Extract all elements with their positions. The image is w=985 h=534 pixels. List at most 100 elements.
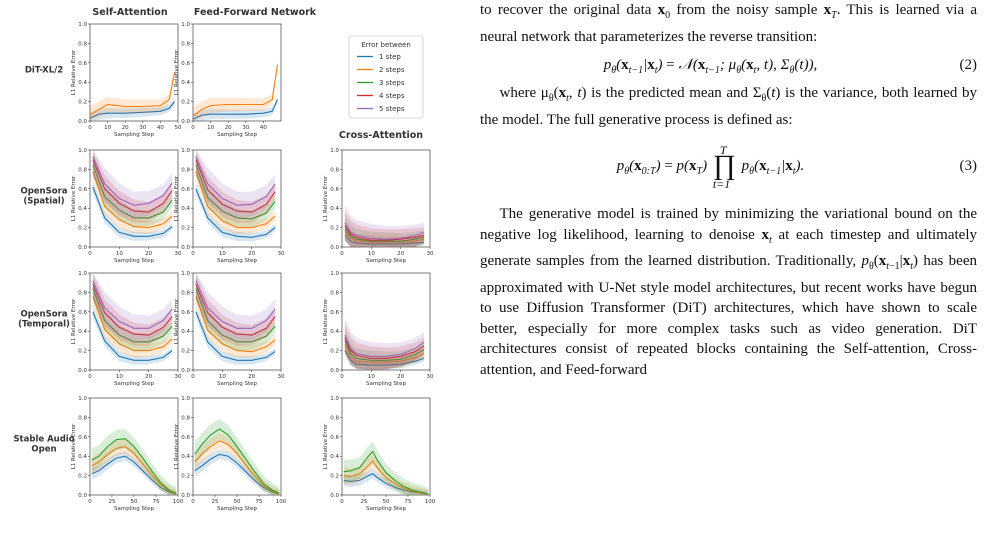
series-line [344, 344, 425, 363]
x-tick-label: 20 [248, 251, 255, 257]
paragraph-intro: to recover the original data x0 from the… [480, 2, 977, 45]
y-tick-label: 0.0 [181, 119, 190, 125]
y-tick-label: 0.2 [330, 474, 339, 480]
x-axis-label: Sampling Step [114, 258, 155, 264]
y-tick-label: 0.2 [181, 474, 190, 480]
legend-entry: 3 steps [379, 79, 405, 87]
series-line [92, 280, 173, 329]
y-tick-label: 0.2 [181, 100, 190, 106]
plot-frame [89, 272, 179, 371]
plot-frame [89, 149, 179, 248]
y-tick-label: 0.4 [181, 329, 190, 335]
y-tick-label: 0.2 [330, 226, 339, 232]
x-tick-label: 10 [368, 374, 375, 380]
series-band [92, 162, 173, 234]
x-tick-label: 10 [368, 251, 375, 257]
series-band [195, 273, 276, 342]
series-line [344, 231, 425, 243]
y-tick-label: 0.4 [330, 454, 339, 460]
x-tick-label: 0 [88, 125, 92, 131]
x-tick-label: 30 [278, 251, 285, 257]
x-tick-label: 0 [191, 374, 195, 380]
series-band [92, 273, 173, 342]
series-line [91, 455, 177, 495]
series-band [195, 152, 276, 228]
series-line [194, 453, 280, 495]
series-band [344, 216, 425, 247]
plot-frame [341, 397, 431, 496]
column-title: Self-Attention [92, 7, 167, 18]
x-tick-label: 40 [260, 125, 267, 131]
series-line [344, 228, 425, 242]
paragraph-mean-variance: where μθ(xt, t) is the predicted mean an… [480, 85, 978, 128]
x-tick-label: 20 [397, 251, 404, 257]
subplot: 0.0 0.2 0.4 0.6 0.8 1.0 0 25 50 75 100 Sampling Ste… [174, 396, 287, 512]
y-tick-label: 0.0 [330, 493, 339, 499]
x-axis-label: Sampling Step [114, 381, 155, 387]
y-axis-label: L1 Relative Error [323, 423, 329, 469]
paragraph-training: The generative model is trained by minim… [480, 206, 977, 378]
x-tick-label: 10 [116, 374, 123, 380]
y-axis-label: L1 Relative Error [71, 423, 77, 469]
y-tick-label: 0.6 [181, 310, 190, 316]
y-tick-label: 0.8 [78, 41, 87, 47]
series-band [90, 98, 175, 121]
y-tick-label: 0.4 [78, 454, 87, 460]
series-line [195, 156, 276, 206]
subplot: 0.0 0.2 0.4 0.6 0.8 1.0 0 10 20 30 Sampling Step L1… [323, 271, 434, 387]
series-line [344, 350, 425, 366]
series-band [344, 323, 425, 370]
legend-entry: 1 step [379, 53, 401, 61]
y-tick-label: 0.8 [330, 290, 339, 296]
x-tick-label: 50 [131, 499, 138, 505]
y-tick-label: 0.2 [78, 226, 87, 232]
x-axis-label: Sampling Step [366, 258, 407, 264]
legend: Error between 1 step 2 steps 3 steps 4 steps… [348, 35, 424, 119]
series-line [194, 428, 280, 494]
x-tick-label: 10 [104, 125, 111, 131]
series-line [92, 171, 173, 229]
series-line [92, 186, 173, 237]
y-tick-label: 1.0 [330, 396, 339, 402]
y-tick-label: 0.0 [78, 368, 87, 374]
subplot: 0.0 0.2 0.4 0.6 0.8 1.0 0 10 20 30 Sampling Step L1… [323, 148, 434, 264]
plot-frame [192, 272, 282, 371]
series-line [192, 99, 279, 120]
series-band [92, 152, 173, 227]
y-tick-label: 0.2 [181, 349, 190, 355]
y-tick-label: 0.8 [78, 290, 87, 296]
series-line [195, 280, 276, 329]
series-line [344, 334, 425, 357]
y-tick-label: 0.0 [181, 493, 190, 499]
equation-2-number: (2) [959, 57, 978, 73]
subplot: 0.0 0.2 0.4 0.6 0.8 1.0 0 10 20 30 Sampling Step L1… [174, 271, 285, 387]
y-tick-label: 0.6 [78, 435, 87, 441]
series-band [92, 150, 173, 223]
x-tick-label: 10 [116, 251, 123, 257]
series-band [92, 287, 173, 358]
x-tick-label: 0 [191, 125, 195, 131]
legend-entry: 2 steps [379, 66, 405, 74]
y-tick-label: 0.0 [78, 493, 87, 499]
text-column: to recover the original data x0 from the… [480, 0, 977, 534]
x-tick-label: 0 [191, 251, 195, 257]
x-axis-label: Sampling Step [217, 258, 258, 264]
y-tick-label: 0.6 [78, 187, 87, 193]
equation-2-body: pθ(xt−1|xt) = 𝒩(xt−1; μθ(xt, t), Σθ(t)), [603, 57, 818, 76]
y-tick-label: 0.8 [181, 415, 190, 421]
x-tick-label: 0 [340, 374, 344, 380]
y-tick-label: 1.0 [78, 396, 87, 402]
series-line [92, 164, 173, 219]
series-line [344, 225, 425, 241]
series-band [90, 67, 175, 121]
y-axis-label: L1 Relative Error [323, 175, 329, 221]
x-tick-label: 30 [175, 374, 182, 380]
row-label: Open [31, 445, 56, 455]
row-label: DiT-XL/2 [25, 66, 63, 76]
series-line [92, 159, 173, 213]
series-line [89, 101, 175, 119]
x-tick-label: 30 [175, 251, 182, 257]
y-tick-label: 0.8 [78, 415, 87, 421]
